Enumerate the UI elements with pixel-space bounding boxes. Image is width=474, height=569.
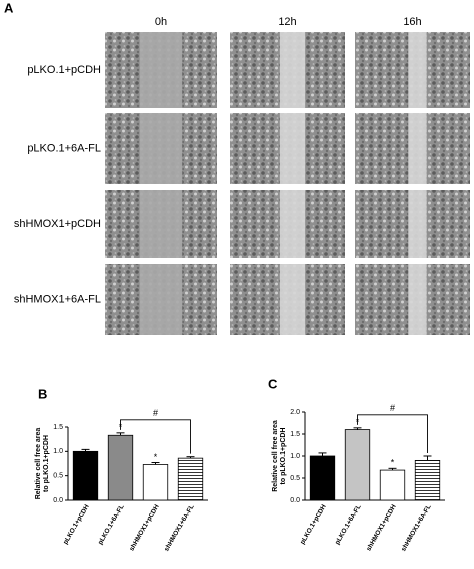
bar bbox=[414, 459, 441, 501]
x-tick-label: pLKO.1+6A-FL bbox=[334, 503, 363, 546]
x-tick-label: pLKO.1+pCDH bbox=[62, 503, 91, 546]
wound-area bbox=[139, 264, 183, 335]
bar bbox=[344, 429, 371, 501]
y-tick-label: 2.0 bbox=[290, 409, 300, 416]
row-label: shHMOX1+pCDH bbox=[14, 218, 101, 230]
y-tick-label: 1.0 bbox=[290, 453, 300, 460]
y-tick-label: 1.5 bbox=[290, 431, 300, 438]
significance-marker: * bbox=[154, 452, 158, 462]
column-header: 12h bbox=[278, 16, 296, 28]
row-label: pLKO.1+pCDH bbox=[27, 64, 101, 76]
significance-marker: * bbox=[391, 458, 395, 468]
wound-area bbox=[408, 264, 427, 335]
wound-area bbox=[408, 113, 427, 184]
bar bbox=[72, 450, 99, 501]
y-tick-label: 0.5 bbox=[53, 473, 63, 480]
y-tick-label: 0.0 bbox=[53, 497, 63, 504]
row-label: pLKO.1+6A-FL bbox=[27, 142, 101, 154]
row-label: shHMOX1+6A-FL bbox=[14, 293, 101, 305]
wound-area bbox=[408, 32, 427, 108]
wound-area bbox=[139, 32, 183, 108]
x-tick-label: shHMOX1+6A-FL bbox=[400, 503, 433, 552]
x-tick-label: shHMOX1+pCDH bbox=[365, 503, 397, 552]
significance-bracket bbox=[120, 419, 191, 454]
column-header: 16h bbox=[403, 16, 421, 28]
panel-label: A bbox=[4, 0, 14, 15]
y-tick-label: 0.5 bbox=[290, 475, 300, 482]
bar bbox=[379, 469, 406, 501]
bracket-label: # bbox=[390, 403, 395, 413]
wound-area bbox=[279, 113, 306, 184]
bracket-label: # bbox=[153, 408, 158, 418]
wound-area bbox=[408, 190, 427, 258]
significance-bracket bbox=[357, 414, 428, 453]
x-tick-label: pLKO.1+pCDH bbox=[299, 503, 328, 546]
wound-area bbox=[279, 190, 306, 258]
wound-area bbox=[139, 190, 183, 258]
panel-label: B bbox=[38, 386, 47, 401]
x-tick-label: pLKO.1+6A-FL bbox=[97, 503, 126, 546]
wound-area bbox=[279, 264, 306, 335]
bar bbox=[309, 455, 336, 501]
wound-area bbox=[279, 32, 306, 108]
column-header: 0h bbox=[155, 16, 167, 28]
x-tick-label: shHMOX1+pCDH bbox=[128, 503, 160, 552]
wound-area bbox=[139, 113, 183, 184]
y-axis-label: Relative cell free area bbox=[272, 420, 279, 492]
bar bbox=[107, 434, 134, 501]
bar bbox=[142, 464, 169, 501]
y-tick-label: 1.5 bbox=[53, 424, 63, 431]
x-tick-label: shHMOX1+6A-FL bbox=[163, 503, 196, 552]
y-tick-label: 0.0 bbox=[290, 497, 300, 504]
y-axis-label: to pLKO.1+pCDH bbox=[280, 428, 287, 485]
y-axis-label: to pLKO.1+pCDH bbox=[43, 435, 50, 492]
panel-label: C bbox=[268, 376, 278, 391]
bar bbox=[177, 457, 204, 501]
y-tick-label: 1.0 bbox=[53, 448, 63, 455]
y-axis-label: Relative cell free area bbox=[35, 428, 42, 500]
